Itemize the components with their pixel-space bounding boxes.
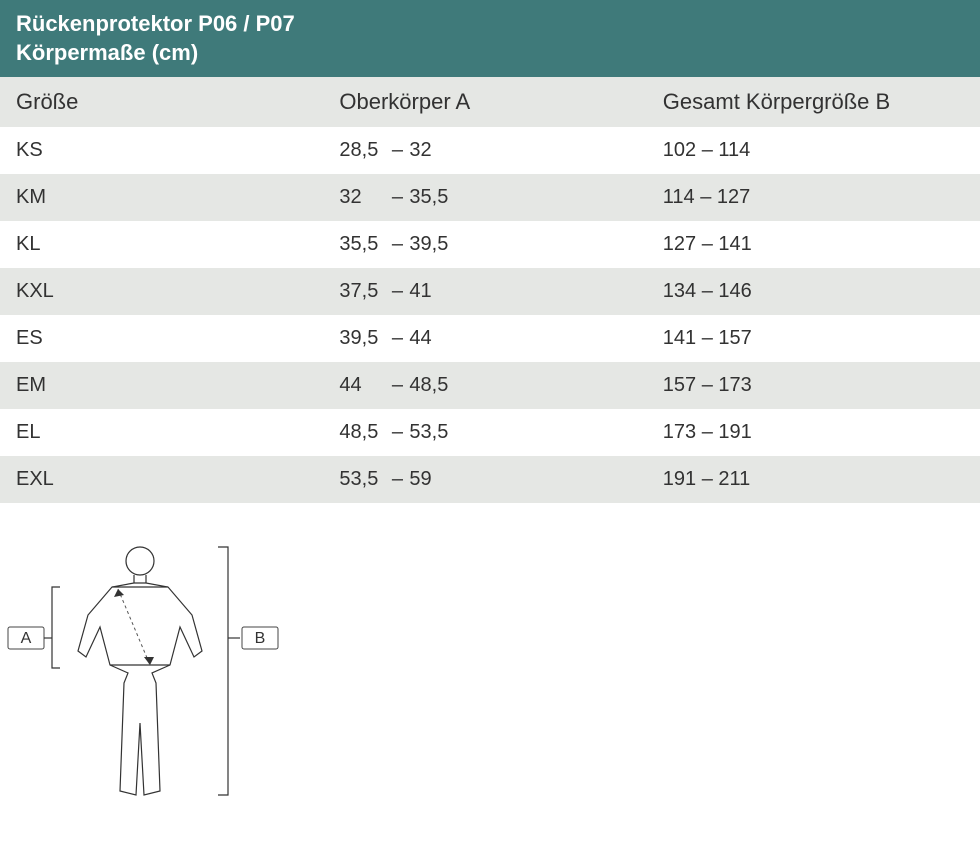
human-figure [78, 547, 202, 795]
cell-upper-body: 32–35,5 [323, 174, 646, 221]
cell-size: EL [0, 409, 323, 456]
cell-upper-body: 39,5–44 [323, 315, 646, 362]
table-row: KM32–35,5114 – 127 [0, 174, 980, 221]
table-row: KL35,5–39,5127 – 141 [0, 221, 980, 268]
cell-upper-body: 44–48,5 [323, 362, 646, 409]
label-a-text: A [21, 630, 32, 647]
table-header-row: Größe Oberkörper A Gesamt Körpergröße B [0, 77, 980, 127]
measurement-diagram: A B [0, 503, 980, 818]
cell-upper-body: 35,5–39,5 [323, 221, 646, 268]
table-row: EXL53,5–59191 – 211 [0, 456, 980, 503]
cell-size: ES [0, 315, 323, 362]
cell-size: KS [0, 127, 323, 174]
header-title: Rückenprotektor P06 / P07 [16, 10, 964, 39]
bracket-a [52, 587, 60, 668]
cell-total-height: 114 – 127 [647, 174, 980, 221]
table-row: KXL37,5–41134 – 146 [0, 268, 980, 315]
cell-total-height: 173 – 191 [647, 409, 980, 456]
header: Rückenprotektor P06 / P07 Körpermaße (cm… [0, 0, 980, 77]
cell-total-height: 157 – 173 [647, 362, 980, 409]
bracket-b [218, 547, 228, 795]
cell-total-height: 191 – 211 [647, 456, 980, 503]
header-subtitle: Körpermaße (cm) [16, 39, 964, 68]
cell-size: EXL [0, 456, 323, 503]
cell-upper-body: 48,5–53,5 [323, 409, 646, 456]
col-header-total-height: Gesamt Körpergröße B [647, 77, 980, 127]
col-header-upper-body: Oberkörper A [323, 77, 646, 127]
cell-upper-body: 28,5–32 [323, 127, 646, 174]
cell-size: EM [0, 362, 323, 409]
col-header-size: Größe [0, 77, 323, 127]
cell-size: KL [0, 221, 323, 268]
table-row: EL48,5–53,5173 – 191 [0, 409, 980, 456]
cell-total-height: 127 – 141 [647, 221, 980, 268]
size-table: Größe Oberkörper A Gesamt Körpergröße B … [0, 77, 980, 503]
label-b-text: B [255, 630, 266, 647]
table-row: EM44–48,5157 – 173 [0, 362, 980, 409]
cell-upper-body: 37,5–41 [323, 268, 646, 315]
cell-total-height: 134 – 146 [647, 268, 980, 315]
cell-upper-body: 53,5–59 [323, 456, 646, 503]
cell-total-height: 141 – 157 [647, 315, 980, 362]
table-row: ES39,5–44141 – 157 [0, 315, 980, 362]
table-row: KS28,5–32102 – 114 [0, 127, 980, 174]
cell-size: KXL [0, 268, 323, 315]
body-diagram-svg: A B [0, 523, 300, 813]
cell-total-height: 102 – 114 [647, 127, 980, 174]
cell-size: KM [0, 174, 323, 221]
